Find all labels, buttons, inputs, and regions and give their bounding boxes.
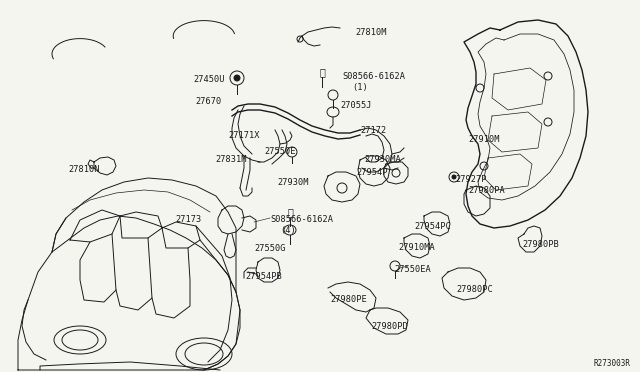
Text: 27550E: 27550E (264, 147, 296, 156)
Text: Ⓢ: Ⓢ (287, 207, 293, 217)
Text: 27670: 27670 (195, 97, 221, 106)
Text: 27831M: 27831M (215, 155, 246, 164)
Text: 27550G: 27550G (254, 244, 285, 253)
Text: (4): (4) (280, 226, 296, 235)
Text: R273003R: R273003R (593, 359, 630, 368)
Text: 27980PD: 27980PD (371, 322, 408, 331)
Text: 27954PC: 27954PC (414, 222, 451, 231)
Text: 27927P: 27927P (455, 175, 486, 184)
Text: 27055J: 27055J (340, 101, 371, 110)
Ellipse shape (452, 175, 456, 179)
Text: 27173: 27173 (175, 215, 201, 224)
Text: 27910MA: 27910MA (398, 243, 435, 252)
Text: Ⓢ: Ⓢ (319, 67, 325, 77)
Text: 27550EA: 27550EA (394, 265, 431, 274)
Text: 27980PC: 27980PC (456, 285, 493, 294)
Text: 27810N: 27810N (68, 165, 99, 174)
Text: 27930MA: 27930MA (364, 155, 401, 164)
Text: 27450U: 27450U (193, 75, 225, 84)
Text: S08566-6162A: S08566-6162A (342, 72, 405, 81)
Text: S08566-6162A: S08566-6162A (270, 215, 333, 224)
Text: 27172: 27172 (360, 126, 387, 135)
Text: 27810M: 27810M (355, 28, 387, 37)
Text: 27980PA: 27980PA (468, 186, 505, 195)
Text: (1): (1) (352, 83, 368, 92)
Text: 27910M: 27910M (468, 135, 499, 144)
Text: 27954P: 27954P (356, 168, 387, 177)
Ellipse shape (234, 75, 240, 81)
Text: 27171X: 27171X (228, 131, 259, 140)
Text: 27954PB: 27954PB (245, 272, 282, 281)
Text: 27980PE: 27980PE (330, 295, 367, 304)
Text: 27930M: 27930M (277, 178, 308, 187)
Text: 27980PB: 27980PB (522, 240, 559, 249)
